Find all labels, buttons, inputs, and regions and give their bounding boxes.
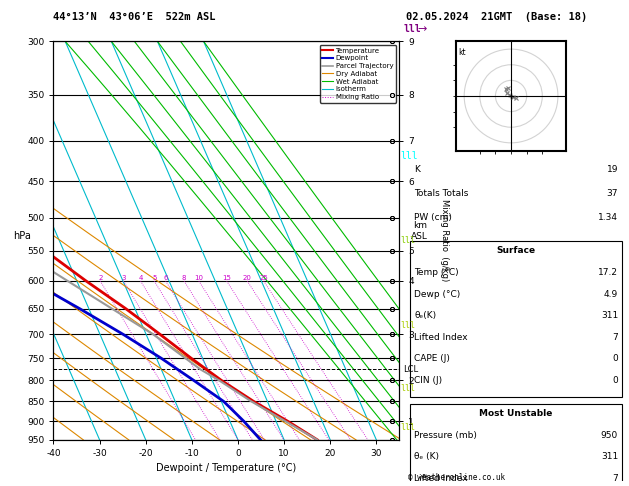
Text: lll: lll <box>400 384 415 393</box>
Text: 6: 6 <box>164 275 168 281</box>
Text: 25: 25 <box>259 275 268 281</box>
Text: 311: 311 <box>601 452 618 461</box>
X-axis label: Dewpoint / Temperature (°C): Dewpoint / Temperature (°C) <box>157 464 296 473</box>
Text: 44°13’N  43°06’E  522m ASL: 44°13’N 43°06’E 522m ASL <box>53 12 216 22</box>
Text: 20: 20 <box>243 275 252 281</box>
Text: Most Unstable: Most Unstable <box>479 409 553 418</box>
Text: lll: lll <box>400 151 418 160</box>
Text: 4.9: 4.9 <box>604 290 618 298</box>
Text: Totals Totals: Totals Totals <box>414 189 469 198</box>
Legend: Temperature, Dewpoint, Parcel Trajectory, Dry Adiabat, Wet Adiabat, Isotherm, Mi: Temperature, Dewpoint, Parcel Trajectory… <box>320 45 396 103</box>
Text: lll: lll <box>400 236 415 245</box>
Text: 17.2: 17.2 <box>598 268 618 277</box>
Text: 37: 37 <box>606 189 618 198</box>
Text: kt: kt <box>458 48 465 56</box>
Text: 7: 7 <box>613 474 618 483</box>
Text: 1.34: 1.34 <box>598 213 618 222</box>
Text: PW (cm): PW (cm) <box>414 213 452 222</box>
Text: 8: 8 <box>182 275 186 281</box>
Text: 19: 19 <box>606 165 618 174</box>
Text: 15: 15 <box>222 275 231 281</box>
Text: 311: 311 <box>601 311 618 320</box>
Text: 7: 7 <box>613 332 618 342</box>
Bar <box>409 404 623 486</box>
Y-axis label: km
ASL: km ASL <box>411 221 428 241</box>
Text: Lifted Index: Lifted Index <box>414 474 468 483</box>
Text: CIN (J): CIN (J) <box>414 376 442 385</box>
Text: →: → <box>418 24 427 34</box>
Text: 950: 950 <box>601 431 618 440</box>
Text: lll: lll <box>400 321 415 330</box>
Text: LCL: LCL <box>403 365 418 374</box>
Text: 4: 4 <box>138 275 143 281</box>
Text: lll: lll <box>400 423 415 432</box>
Text: K: K <box>414 165 420 174</box>
Text: lll: lll <box>403 24 421 34</box>
Text: 0: 0 <box>613 376 618 385</box>
Text: θₑ(K): θₑ(K) <box>414 311 437 320</box>
Text: 02.05.2024  21GMT  (Base: 18): 02.05.2024 21GMT (Base: 18) <box>406 12 587 22</box>
Text: 2: 2 <box>98 275 103 281</box>
Bar <box>409 242 623 397</box>
Text: CAPE (J): CAPE (J) <box>414 354 450 363</box>
Y-axis label: hPa: hPa <box>13 230 31 241</box>
Text: Temp (°C): Temp (°C) <box>414 268 459 277</box>
Text: 3: 3 <box>121 275 126 281</box>
Text: 0: 0 <box>613 354 618 363</box>
Text: 10: 10 <box>194 275 203 281</box>
Text: Dewp (°C): Dewp (°C) <box>414 290 460 298</box>
Text: Mixing Ratio  (g/kg): Mixing Ratio (g/kg) <box>440 199 449 282</box>
Text: Pressure (mb): Pressure (mb) <box>414 431 477 440</box>
Text: © weatheronline.co.uk: © weatheronline.co.uk <box>408 473 504 482</box>
Text: θₑ (K): θₑ (K) <box>414 452 439 461</box>
Text: Lifted Index: Lifted Index <box>414 332 468 342</box>
Text: 5: 5 <box>152 275 157 281</box>
Text: Surface: Surface <box>496 246 536 256</box>
